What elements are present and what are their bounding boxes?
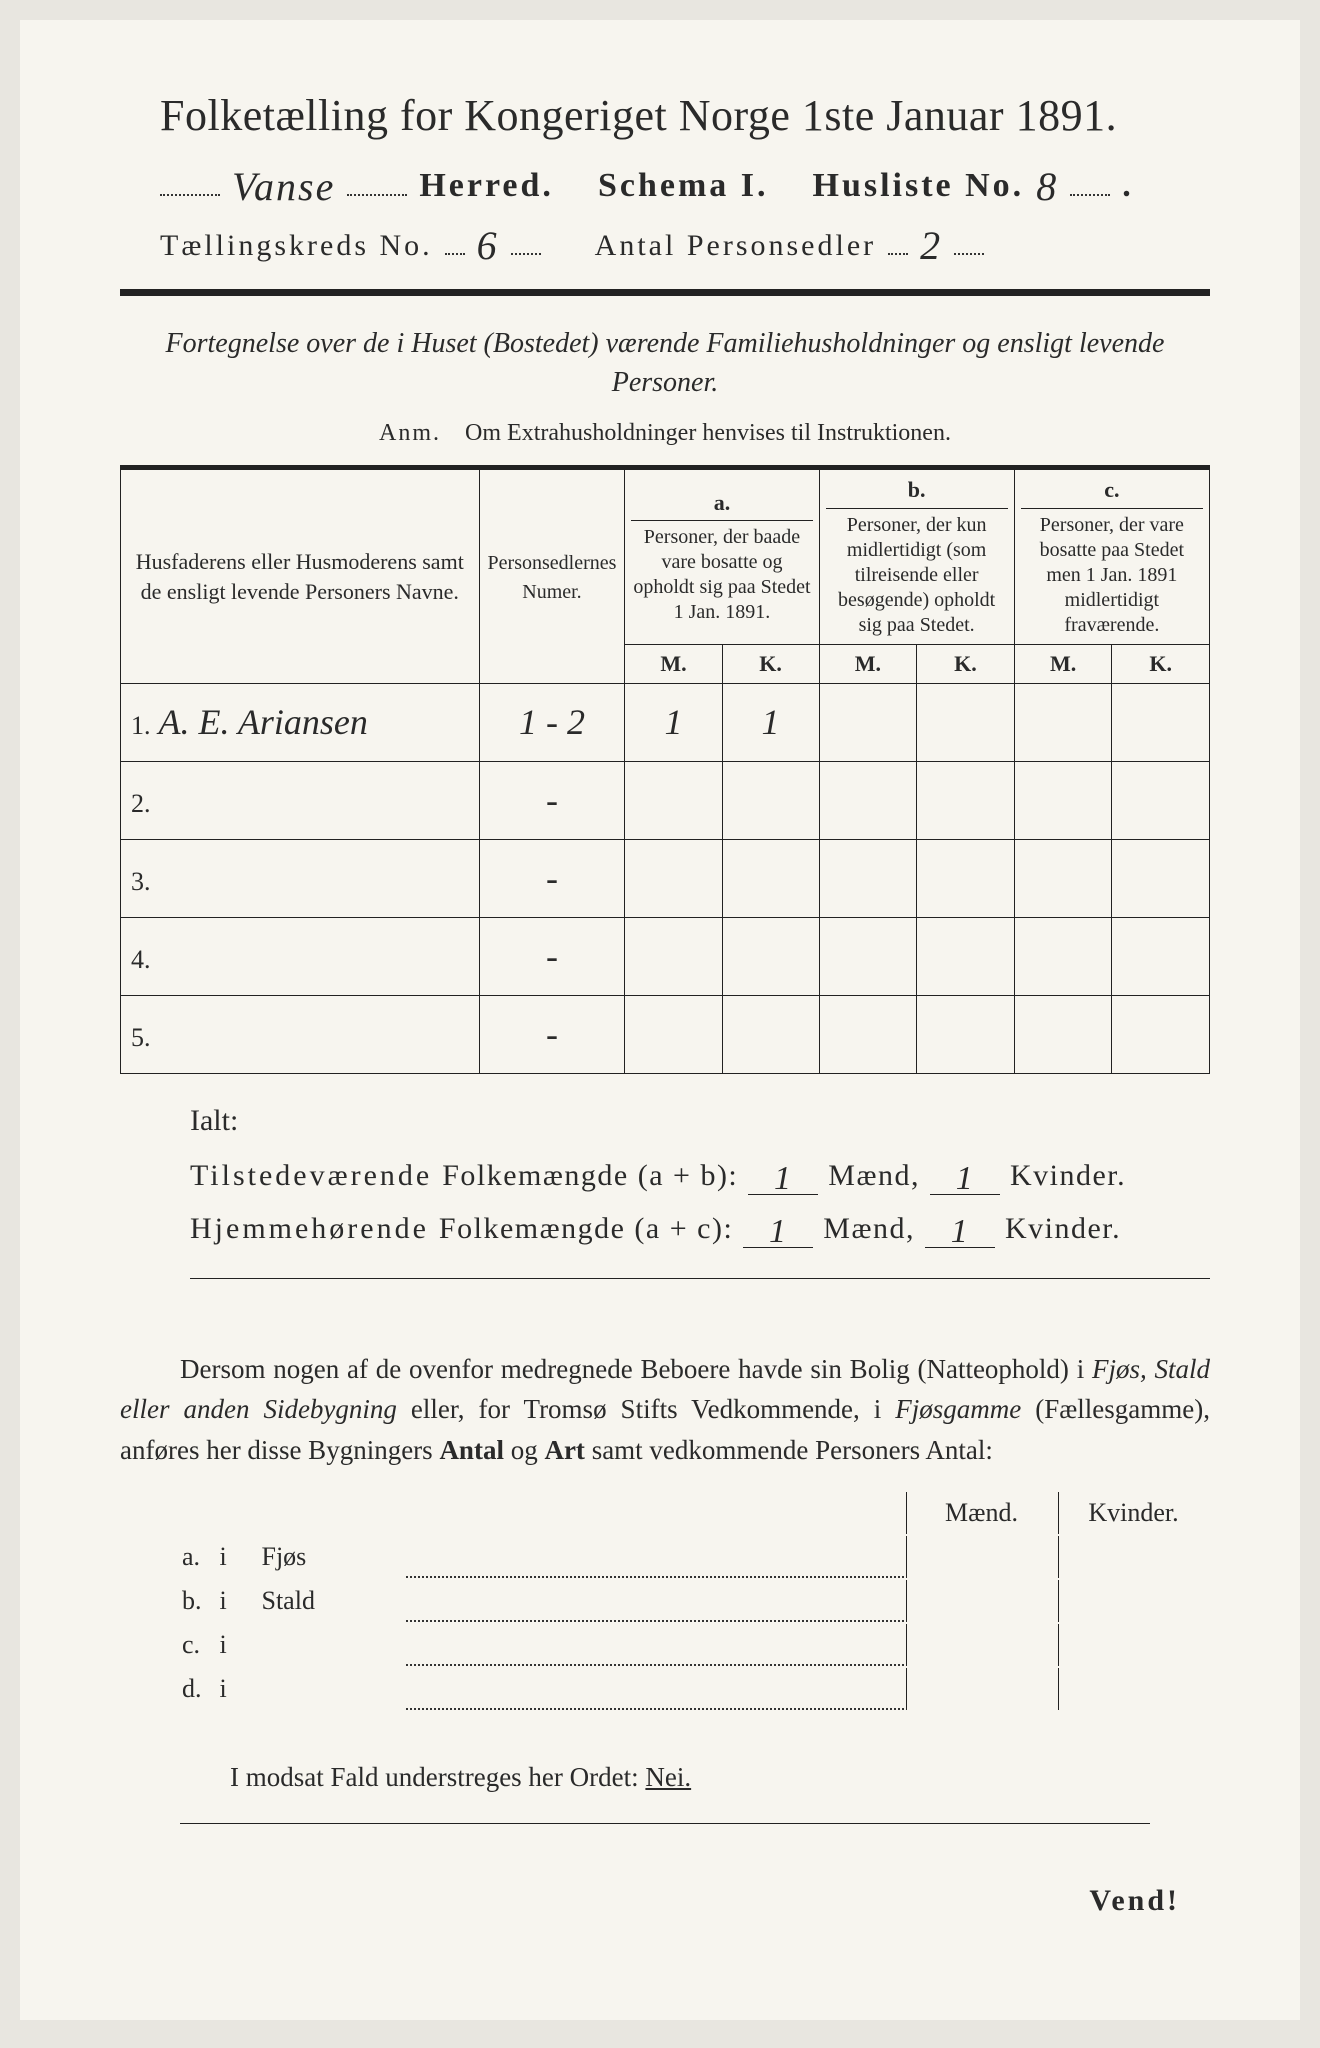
anm-line: Anm. Om Extrahusholdninger henvises til … [120, 420, 1210, 447]
col-c: c. Personer, der vare bosatte paa Stedet… [1014, 468, 1209, 645]
header-block: Folketælling for Kongeriget Norge 1ste J… [120, 90, 1210, 265]
col-a-m: M. [625, 644, 722, 683]
anm-label: Anm. [379, 420, 441, 446]
col-a-k: K. [722, 644, 819, 683]
modsat-line: I modsat Fald understreges her Ordet: Ne… [120, 1762, 1210, 1793]
table-row: 1.A. E. Ariansen1 - 211 [121, 683, 1210, 761]
kreds-label: Tællingskreds No. [160, 229, 433, 263]
herred-label: Herred. [419, 167, 554, 205]
building-row: d.i [122, 1668, 1208, 1710]
table-row: 5.- [121, 995, 1210, 1073]
header-row-2: Tællingskreds No. 6 Antal Personsedler 2 [160, 218, 1210, 265]
table-row: 4.- [121, 917, 1210, 995]
col-b-m: M. [819, 644, 917, 683]
census-form-page: Folketælling for Kongeriget Norge 1ste J… [20, 20, 1300, 2020]
rule-thick [120, 289, 1210, 296]
buildings-table: Mænd. Kvinder. a.iFjøsb.iStaldc.id.i [120, 1490, 1210, 1712]
vend-label: Vend! [120, 1884, 1210, 1918]
bt-kvinder: Kvinder. [1058, 1492, 1208, 1534]
bt-maend: Mænd. [906, 1492, 1056, 1534]
census-table: Husfaderens eller Husmoderens samt de en… [120, 465, 1210, 1074]
col-names: Husfaderens eller Husmoderens samt de en… [121, 468, 480, 684]
husliste-label: Husliste No. [813, 167, 1025, 205]
col-c-m: M. [1014, 644, 1112, 683]
col-b-k: K. [917, 644, 1015, 683]
antal-label: Antal Personsedler [595, 229, 876, 263]
building-row: a.iFjøs [122, 1536, 1208, 1578]
main-title: Folketælling for Kongeriget Norge 1ste J… [160, 90, 1210, 141]
building-row: c.i [122, 1624, 1208, 1666]
antal-value: 2 [920, 222, 942, 269]
herred-value: Vanse [232, 163, 335, 210]
table-row: 3.- [121, 839, 1210, 917]
col-c-k: K. [1112, 644, 1210, 683]
totals-block: Ialt: Tilstedeværende Folkemængde (a + b… [120, 1104, 1210, 1279]
sum-resident: Hjemmehørende Folkemængde (a + c): 1 Mæn… [190, 1209, 1210, 1248]
ialt-label: Ialt: [190, 1104, 1210, 1138]
anm-text: Om Extrahusholdninger henvises til Instr… [465, 420, 951, 446]
sum-present: Tilstedeværende Folkemængde (a + b): 1 M… [190, 1156, 1210, 1195]
col-numer: Personsedlernes Numer. [479, 468, 625, 684]
header-row-1: Vanse Herred. Schema I. Husliste No. 8 . [160, 159, 1210, 206]
table-row: 2.- [121, 761, 1210, 839]
husliste-value: 8 [1036, 163, 1058, 210]
building-row: b.iStald [122, 1580, 1208, 1622]
col-a: a. Personer, der baade vare bosatte og o… [625, 468, 819, 645]
col-b: b. Personer, der kun midlertidigt (som t… [819, 468, 1014, 645]
schema-label: Schema I. [598, 167, 769, 205]
subtitle: Fortegnelse over de i Huset (Bostedet) v… [150, 324, 1180, 402]
buildings-paragraph: Dersom nogen af de ovenfor medregnede Be… [120, 1349, 1210, 1471]
kreds-value: 6 [477, 222, 499, 269]
